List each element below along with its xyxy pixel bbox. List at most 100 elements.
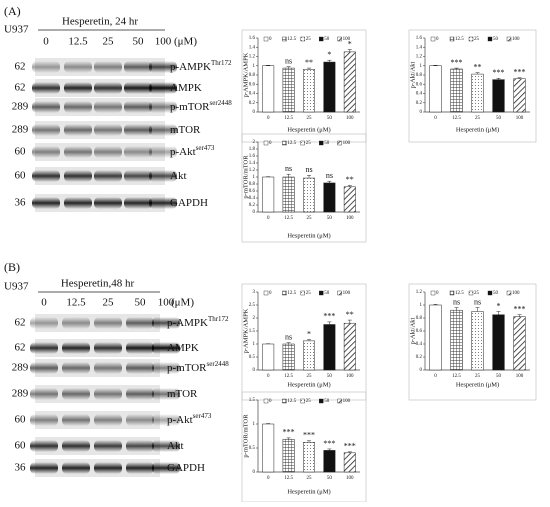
protein-label: p-AMPKThr172 — [167, 315, 229, 329]
legend-label: 25 — [306, 291, 312, 296]
blot-band — [94, 146, 122, 158]
x-tick-label: 12.5 — [284, 374, 293, 379]
y-tick-label: 1.2 — [416, 290, 423, 295]
phospho-site: Thr172 — [208, 315, 229, 323]
x-tick-label: 50 — [327, 374, 333, 379]
cell-line: U937 — [4, 281, 29, 293]
significance: ns — [305, 165, 312, 174]
legend-swatch — [469, 291, 473, 295]
y-axis-label: p-mTOR/mTOR — [242, 155, 249, 199]
error-bar — [327, 322, 331, 325]
dose-label: 50 — [133, 36, 145, 48]
blot-band — [62, 342, 90, 354]
x-tick-label: 25 — [307, 374, 313, 379]
phospho-site: Thr172 — [211, 59, 232, 67]
y-axis-label: p-AMPK/AMPK — [242, 52, 249, 97]
molecular-weight: 60 — [15, 440, 27, 452]
bar — [262, 424, 273, 472]
bar — [472, 74, 484, 112]
x-tick-label: 25 — [307, 216, 313, 221]
x-tick-label: 100 — [346, 116, 354, 121]
x-tick-label: 50 — [496, 374, 502, 379]
bar — [514, 79, 526, 112]
protein-name: mTOR — [170, 124, 201, 136]
y-tick-label: 0.5 — [249, 355, 256, 360]
y-tick-label: 3 — [253, 290, 256, 295]
significance: * — [348, 39, 352, 48]
y-tick-label: 1.2 — [249, 55, 256, 60]
x-tick-label: 50 — [327, 216, 333, 221]
bar — [344, 323, 355, 370]
x-tick-label: 0 — [267, 374, 270, 379]
molecular-weight: 289 — [12, 124, 29, 136]
y-tick-label: 0.2 — [416, 355, 423, 360]
legend-label: 25 — [306, 141, 312, 146]
error-bar — [327, 60, 331, 62]
y-tick-label: 0.4 — [416, 92, 423, 97]
y-tick-label: 1 — [253, 175, 256, 180]
protein-label: GAPDH — [170, 197, 208, 209]
blot-band — [94, 414, 122, 426]
legend-swatch — [338, 141, 342, 145]
protein-name: GAPDH — [170, 197, 208, 209]
legend-label: 50 — [324, 37, 330, 42]
error-bar — [497, 312, 501, 315]
error-bar — [348, 320, 352, 323]
bar — [324, 183, 335, 212]
legend-swatch — [301, 37, 305, 41]
molecular-weight: 289 — [12, 101, 29, 113]
y-tick-label: 1 — [420, 64, 423, 69]
significance: *** — [303, 431, 315, 440]
bar — [262, 177, 273, 212]
dose-label: 50 — [135, 297, 147, 309]
y-tick-label: 0 — [420, 110, 423, 115]
x-tick-label: 0 — [434, 374, 437, 379]
y-tick-label: 0.2 — [416, 101, 423, 106]
significance: *** — [493, 68, 505, 77]
y-tick-label: 1.4 — [416, 45, 423, 50]
significance: ** — [346, 310, 354, 319]
blot-band — [62, 440, 90, 452]
protein-name: Akt — [170, 170, 187, 182]
bar — [324, 450, 335, 472]
x-axis-label: Hesperetin (μM) — [456, 126, 499, 133]
panel-label: (A) — [4, 4, 21, 18]
blot-band — [124, 101, 152, 113]
significance: ** — [474, 63, 482, 72]
molecular-weight: 62 — [15, 317, 26, 329]
bar — [262, 66, 273, 112]
legend-swatch — [319, 141, 323, 145]
error-bar — [518, 315, 522, 317]
dose-label: 12.5 — [68, 36, 88, 48]
molecular-weight: 36 — [15, 197, 27, 209]
bar — [283, 344, 294, 370]
legend-swatch — [264, 37, 268, 41]
x-tick-label: 100 — [346, 216, 354, 221]
legend-swatch — [450, 37, 454, 41]
dose-label: 25 — [103, 297, 115, 309]
bar — [344, 187, 355, 212]
error-bar — [348, 50, 352, 52]
legend-label: 12.5 — [455, 37, 464, 42]
blot-band — [126, 440, 154, 452]
blot-band — [126, 317, 154, 329]
protein-label: p-Aktser473 — [167, 412, 212, 426]
protein-name: mTOR — [167, 388, 198, 400]
x-tick-label: 0 — [267, 216, 270, 221]
protein-label: AMPK — [167, 342, 199, 354]
error-bar — [287, 174, 291, 177]
y-tick-label: 2 — [253, 140, 256, 145]
y-tick-label: 1.8 — [249, 147, 256, 152]
bar — [344, 453, 355, 472]
x-tick-label: 0 — [267, 116, 270, 121]
significance: * — [307, 329, 311, 338]
y-axis-label: p-mTOR/mTOR — [242, 414, 249, 458]
protein-label: Akt — [167, 440, 184, 452]
legend-swatch — [301, 399, 305, 403]
x-tick-label: 12.5 — [284, 216, 293, 221]
y-tick-label: 0.8 — [249, 182, 256, 187]
significance: *** — [323, 439, 335, 448]
legend-swatch — [319, 399, 323, 403]
blot-band — [62, 317, 90, 329]
blot-band — [124, 61, 152, 73]
